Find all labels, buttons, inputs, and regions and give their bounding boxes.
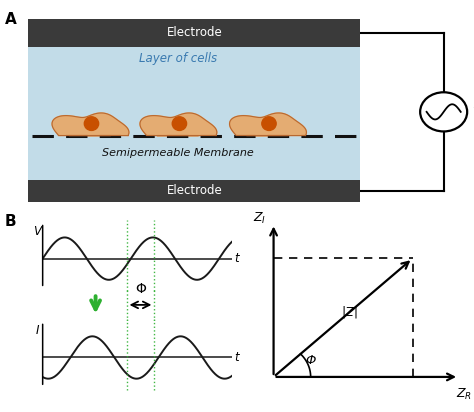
Text: $Z_R$: $Z_R$ xyxy=(456,387,472,402)
Polygon shape xyxy=(52,113,129,136)
Polygon shape xyxy=(140,113,217,136)
Text: B: B xyxy=(5,214,17,229)
Text: $Z_I$: $Z_I$ xyxy=(253,211,266,227)
Text: Semipermeable Membrane: Semipermeable Membrane xyxy=(102,148,254,158)
Text: V: V xyxy=(33,225,41,238)
Text: I: I xyxy=(35,323,39,337)
Bar xyxy=(28,19,360,47)
Bar xyxy=(28,180,360,202)
Bar xyxy=(28,47,360,180)
Text: |Z|: |Z| xyxy=(341,305,358,318)
Text: Electrode: Electrode xyxy=(166,184,222,197)
Circle shape xyxy=(262,117,276,131)
Text: Φ: Φ xyxy=(135,282,146,296)
Polygon shape xyxy=(229,113,306,136)
Circle shape xyxy=(84,117,99,131)
Text: Φ: Φ xyxy=(306,353,316,367)
Text: t: t xyxy=(234,252,239,265)
Text: Layer of cells: Layer of cells xyxy=(139,52,217,65)
Text: A: A xyxy=(5,12,17,27)
Text: $V_{AC}$: $V_{AC}$ xyxy=(472,105,474,119)
Circle shape xyxy=(420,92,467,131)
Circle shape xyxy=(172,117,187,131)
Text: t: t xyxy=(234,351,239,364)
Text: Electrode: Electrode xyxy=(166,26,222,40)
